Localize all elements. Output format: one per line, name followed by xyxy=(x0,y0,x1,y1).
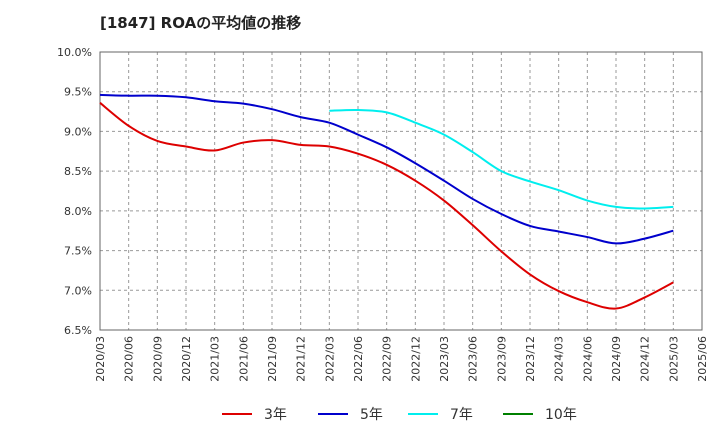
plot-border xyxy=(99,51,703,331)
legend-label: 7年 xyxy=(450,407,473,423)
chart-title: [1847] ROAの平均値の推移 xyxy=(100,14,302,32)
x-tick-label: 2023/06 xyxy=(467,336,480,382)
legend-label: 10年 xyxy=(545,407,577,423)
x-tick-label: 2020/12 xyxy=(180,336,193,382)
x-tick-label: 2020/03 xyxy=(94,336,107,382)
x-tick-label: 2022/06 xyxy=(352,336,365,382)
y-axis: 10.0% 9.5% 9.0% 8.5% 8.0% 7.5% 7.0% 6.5% xyxy=(57,46,92,337)
x-tick-label: 2024/06 xyxy=(581,336,594,382)
x-tick-label: 2022/03 xyxy=(323,336,336,382)
x-tick-label: 2020/06 xyxy=(123,336,136,382)
y-tick-label: 8.5% xyxy=(64,165,92,178)
x-tick-label: 2022/09 xyxy=(381,336,394,382)
x-tick-label: 2024/09 xyxy=(610,336,623,382)
series-line-3年 xyxy=(99,102,674,310)
x-tick-label: 2023/12 xyxy=(524,336,537,382)
y-tick-label: 7.0% xyxy=(64,284,92,297)
y-tick-label: 10.0% xyxy=(57,46,92,59)
x-tick-label: 2021/12 xyxy=(295,336,308,382)
x-tick-label: 2020/09 xyxy=(151,336,164,382)
x-tick-label: 2025/03 xyxy=(667,336,680,382)
x-tick-label: 2023/03 xyxy=(438,336,451,382)
legend-label: 5年 xyxy=(360,407,383,423)
plot-frame xyxy=(99,51,703,331)
y-tick-label: 8.0% xyxy=(64,205,92,218)
y-tick-label: 9.5% xyxy=(64,86,92,99)
x-tick-label: 2021/09 xyxy=(266,336,279,382)
legend: 3年 5年 7年 10年 xyxy=(222,407,577,423)
grid xyxy=(99,51,703,331)
y-tick-label: 9.0% xyxy=(64,125,92,138)
y-tick-label: 6.5% xyxy=(64,324,92,337)
x-tick-label: 2022/12 xyxy=(409,336,422,382)
x-tick-label: 2023/09 xyxy=(495,336,508,382)
x-tick-label: 2025/06 xyxy=(696,336,709,382)
x-tick-label: 2021/03 xyxy=(209,336,222,382)
y-tick-label: 7.5% xyxy=(64,245,92,258)
x-tick-label: 2024/03 xyxy=(553,336,566,382)
x-tick-label: 2024/12 xyxy=(639,336,652,382)
series-lines xyxy=(99,93,674,310)
x-tick-label: 2021/06 xyxy=(237,336,250,382)
series-line-5年 xyxy=(99,93,674,245)
x-axis: 2020/03 2020/06 2020/09 2020/12 2021/03 2021/… xyxy=(94,336,709,382)
series-line-7年 xyxy=(329,108,674,210)
legend-label: 3年 xyxy=(264,407,287,423)
